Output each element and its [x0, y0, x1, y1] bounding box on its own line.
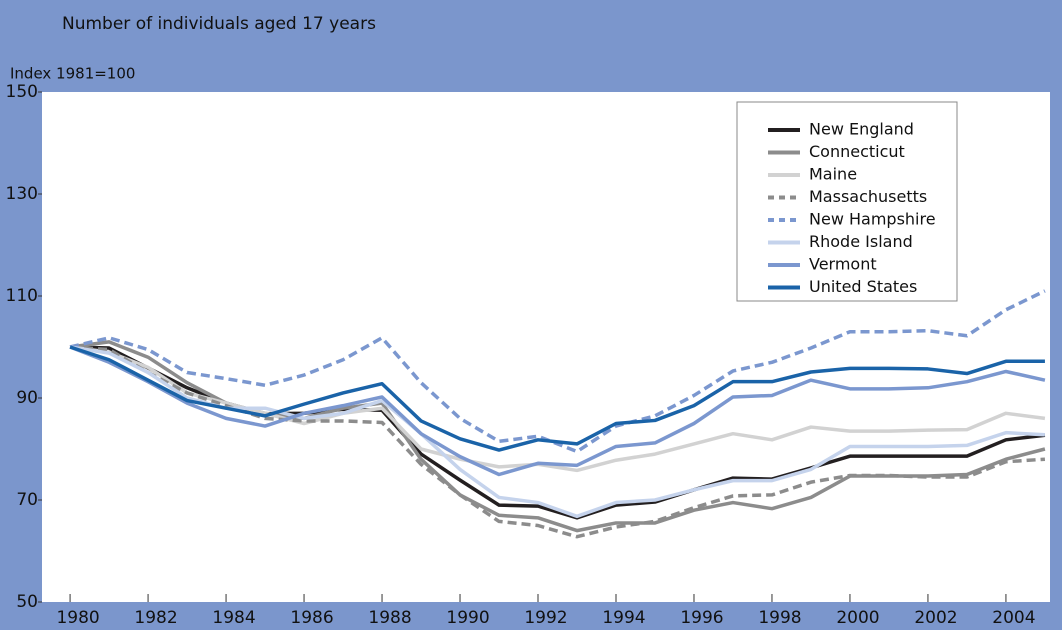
- series-line: [69, 345, 1046, 477]
- x-tick-label: 1984: [212, 608, 255, 628]
- x-tick-label: 1990: [446, 608, 489, 628]
- x-tick-label: 1986: [290, 608, 333, 628]
- y-tick-label: 130: [6, 184, 38, 204]
- x-tick-label: 1988: [368, 608, 411, 628]
- x-tick-label: 2004: [992, 608, 1035, 628]
- x-tick-label: 1996: [680, 608, 723, 628]
- legend-label: New England: [809, 120, 914, 139]
- x-tick-label: 1980: [56, 608, 99, 628]
- y-tick-label: 110: [6, 286, 38, 306]
- y-tick-label: 90: [16, 388, 38, 408]
- legend-label: Massachusetts: [809, 187, 927, 206]
- series-line: [69, 345, 1046, 473]
- legend-label: United States: [809, 277, 917, 296]
- chart-title: Number of individuals aged 17 years: [62, 14, 376, 34]
- y-tick-label: 70: [16, 490, 38, 510]
- y-tick-label: 150: [6, 82, 38, 102]
- x-tick-label: 1982: [134, 608, 177, 628]
- y-tick-label: 50: [16, 592, 38, 612]
- legend-label: Rhode Island: [809, 232, 913, 251]
- x-tick-label: 1998: [758, 608, 801, 628]
- legend-label: Vermont: [809, 255, 877, 274]
- series-line: [69, 345, 1045, 452]
- legend-label: New Hampshire: [809, 210, 936, 229]
- x-tick-label: 2002: [914, 608, 957, 628]
- legend-label: Connecticut: [809, 142, 905, 161]
- x-tick-label: 1994: [602, 608, 645, 628]
- x-tick-label: 1992: [524, 608, 567, 628]
- legend-label: Maine: [809, 165, 857, 184]
- legend-box: [736, 101, 958, 302]
- series-line: [69, 289, 1046, 454]
- y-axis-label: Index 1981=100: [10, 65, 135, 83]
- x-tick-label: 2000: [836, 608, 879, 628]
